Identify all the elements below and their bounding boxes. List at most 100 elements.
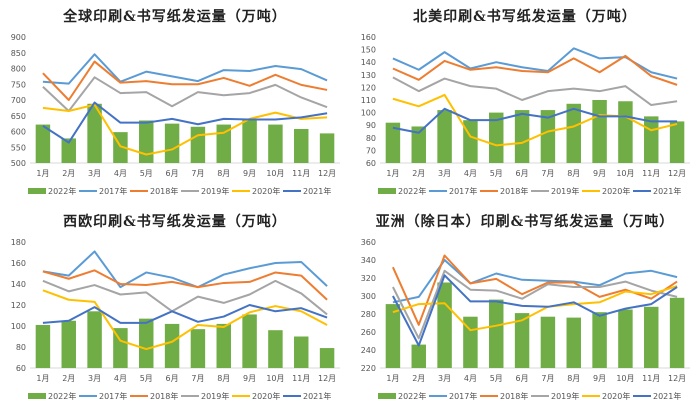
x-tick-label: 6月 [166, 374, 179, 383]
bar-2022年 [113, 328, 128, 368]
x-tick-label: 4月 [114, 374, 127, 383]
chart-global: 全球印刷&书写纸发运量（万吨） 500 550 600 650 700 750 800 850… [0, 0, 350, 205]
line-2020年 [42, 103, 328, 156]
y-tick-label: 150 [361, 46, 376, 55]
line-2019年 [42, 76, 328, 113]
y-tick-label: 260 [361, 328, 376, 337]
bar-2022年 [268, 330, 283, 368]
bar-2022年 [618, 309, 633, 368]
legend-label: 2022年 [398, 391, 426, 401]
y-tick-label: 360 [361, 238, 376, 247]
bar-2022年 [216, 124, 231, 163]
legend-label: 2022年 [48, 391, 76, 401]
y-tick-label: 140 [11, 280, 26, 289]
y-tick-label: 60 [16, 364, 26, 373]
chart-svg: 60 70 80 90 100 110 120 130 140 150 160 1月 2月 3月 4月 5月 6… [361, 33, 690, 196]
y-tick-label: 300 [361, 292, 376, 301]
bar-2022年 [164, 323, 180, 368]
line-2018年 [42, 60, 328, 101]
bar-2022年 [540, 316, 556, 368]
x-tick-label: 2月 [412, 169, 425, 178]
x-tick-label: 8月 [567, 374, 580, 383]
legend-label: 2022年 [398, 186, 426, 196]
x-tick-label: 1月 [386, 169, 399, 178]
chart-title: 全球印刷&书写纸发运量（万吨） [63, 9, 287, 25]
bar-2022年 [87, 311, 102, 368]
x-tick-label: 7月 [541, 169, 554, 178]
legend-swatch [28, 188, 46, 194]
x-tick-label: 7月 [541, 374, 554, 383]
bar-2022年 [411, 344, 426, 368]
legend-label: 2018年 [150, 391, 178, 401]
x-tick-label: 4月 [464, 374, 477, 383]
legend-label: 2022年 [48, 186, 76, 196]
x-tick-label: 11月 [642, 169, 660, 178]
line-2021年 [42, 304, 328, 324]
y-tick-label: 60 [366, 159, 376, 168]
legend-label: 2021年 [303, 391, 331, 401]
y-tick-label: 650 [11, 112, 26, 121]
bar-2022年 [644, 116, 659, 163]
bar-2022年 [540, 110, 556, 163]
y-tick-label: 140 [361, 58, 376, 67]
y-tick-label: 900 [11, 33, 26, 42]
bar-2022年 [566, 317, 581, 368]
legend-label: 2017年 [449, 391, 477, 401]
x-tick-label: 8月 [567, 169, 580, 178]
bar-2022年 [566, 103, 581, 163]
legend-label: 2020年 [602, 391, 630, 401]
bar-2022年 [514, 110, 530, 163]
bar-2022年 [385, 122, 401, 163]
bar-2022年 [35, 124, 51, 163]
bar-2022年 [669, 121, 685, 163]
x-tick-label: 9月 [243, 169, 256, 178]
chart-north-america: 北美印刷&书写纸发运量（万吨） 60 70 80 90 100 110 120 130 140 1… [350, 0, 700, 205]
legend-label: 2018年 [150, 186, 178, 196]
x-tick-label: 6月 [516, 169, 529, 178]
y-tick-label: 160 [11, 259, 26, 268]
x-tick-label: 8月 [217, 169, 230, 178]
x-tick-label: 8月 [217, 374, 230, 383]
bar-2022年 [437, 110, 452, 163]
legend-label: 2021年 [303, 186, 331, 196]
bar-2022年 [319, 348, 335, 368]
x-tick-label: 5月 [140, 374, 153, 383]
bar-2022年 [87, 103, 102, 163]
bar-2022年 [669, 297, 685, 368]
bar-2022年 [242, 314, 257, 368]
legend-label: 2021年 [653, 186, 681, 196]
x-tick-label: 7月 [191, 374, 204, 383]
x-tick-label: 12月 [668, 169, 686, 178]
chart-title: 西欧印刷&书写纸发运量（万吨） [63, 214, 287, 230]
x-tick-label: 10月 [616, 374, 634, 383]
x-tick-label: 9月 [243, 374, 256, 383]
chart-title: 北美印刷&书写纸发运量（万吨） [413, 9, 637, 25]
x-tick-label: 10月 [266, 169, 284, 178]
x-tick-label: 4月 [464, 169, 477, 178]
x-tick-label: 2月 [62, 169, 75, 178]
bar-2022年 [514, 313, 530, 368]
y-tick-label: 700 [11, 96, 26, 105]
legend-label: 2021年 [653, 391, 681, 401]
y-tick-label: 120 [11, 301, 26, 310]
bar-2022年 [61, 320, 76, 368]
legend-label: 2020年 [602, 186, 630, 196]
legend-label: 2018年 [500, 186, 528, 196]
legend-swatch [28, 393, 46, 399]
bar-2022年 [618, 101, 633, 163]
bar-2022年 [190, 329, 206, 368]
bar-2022年 [411, 126, 426, 163]
y-tick-label: 90 [366, 121, 376, 130]
x-tick-label: 10月 [616, 169, 634, 178]
y-tick-label: 800 [11, 65, 26, 74]
legend-label: 2017年 [99, 391, 127, 401]
x-tick-label: 2月 [412, 374, 425, 383]
chart-svg: 60 80 100 120 140 160 180 1月 2月 3月 4月 5月 6月 7月 8月 9月 10月… [11, 238, 340, 401]
line-2020年 [392, 93, 678, 147]
y-tick-label: 130 [361, 71, 376, 80]
x-tick-label: 11月 [642, 374, 660, 383]
line-2021年 [392, 107, 678, 134]
bar-2022年 [139, 318, 154, 368]
legend-label: 2019年 [201, 391, 229, 401]
x-tick-label: 9月 [593, 374, 606, 383]
